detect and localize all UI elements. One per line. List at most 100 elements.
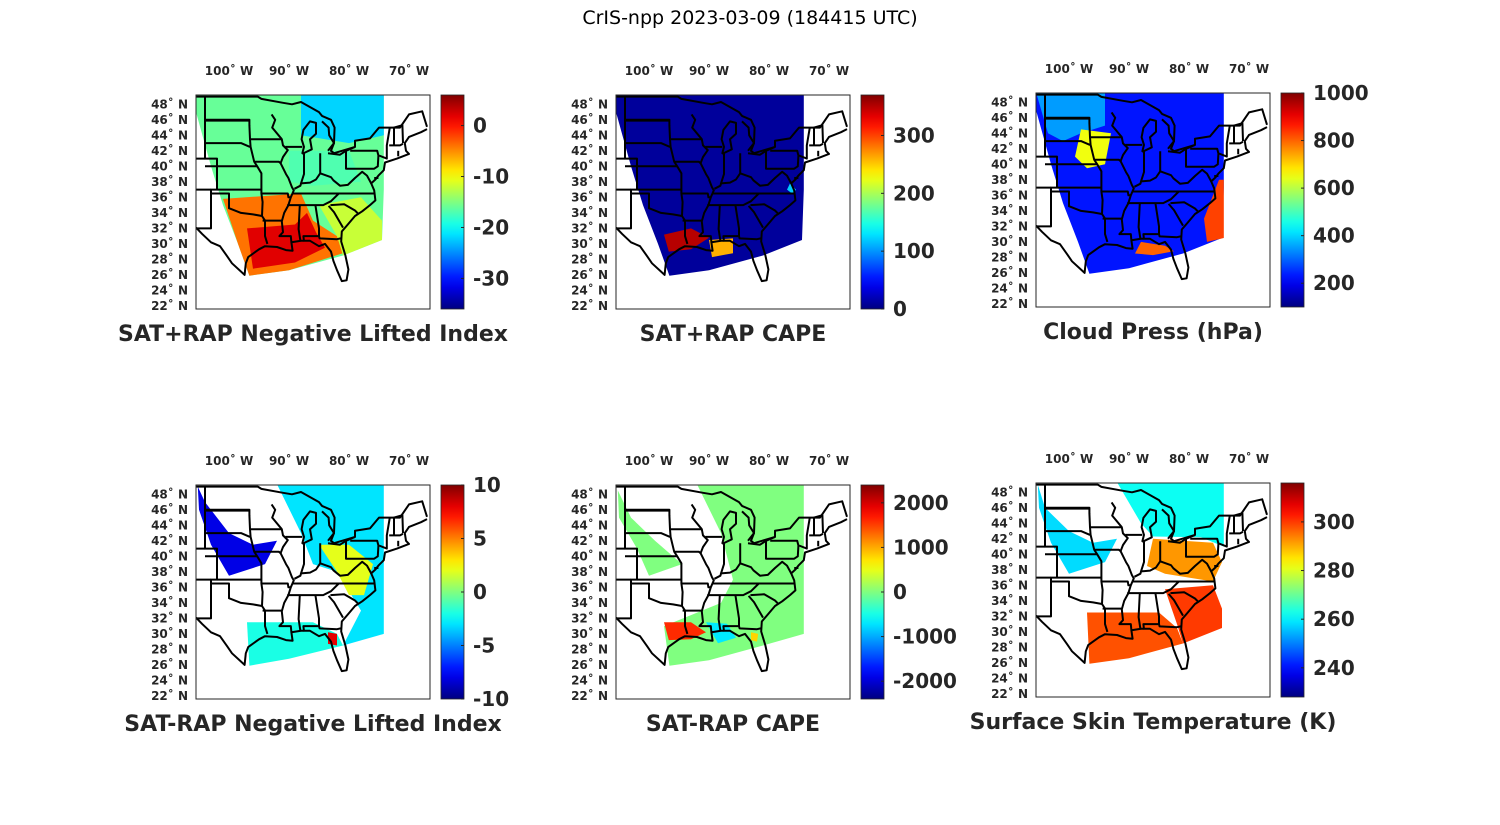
boundary-line	[1185, 147, 1220, 168]
boundary-line	[765, 539, 800, 560]
boundary-line	[720, 510, 737, 545]
boundary-line	[1110, 501, 1123, 528]
boundary-line	[1218, 125, 1231, 158]
boundary-line	[261, 582, 291, 589]
boundary-line	[681, 192, 711, 199]
boundary-line	[616, 193, 632, 230]
data-region-most-of-swath	[617, 490, 682, 576]
boundary-line	[747, 595, 764, 619]
colorbar-tick-label: 240	[1313, 656, 1355, 680]
boundary-line	[690, 113, 703, 140]
boundary-line	[300, 543, 322, 575]
lat-tick-label: 32˚ N	[151, 610, 188, 625]
panel-title: Surface Skin Temperature (K)	[970, 710, 1337, 735]
colorbar	[1280, 482, 1305, 698]
colorbar-tick-label: 300	[893, 123, 935, 147]
lat-tick-label: 44˚ N	[151, 127, 188, 142]
lat-tick-label: 26˚ N	[991, 265, 1028, 280]
lon-tick-label: 90˚ W	[269, 63, 309, 78]
lat-tick-label: 42˚ N	[571, 143, 608, 158]
lon-tick-label: 90˚ W	[689, 453, 729, 468]
lat-tick-label: 30˚ N	[571, 236, 608, 251]
lat-tick-label: 30˚ N	[991, 624, 1028, 639]
boundary-line	[1185, 537, 1220, 558]
colorbar-tick-label: 800	[1313, 129, 1355, 153]
map-panel-4: 100˚ W 90˚ W 80˚ W 70˚ W 48˚ N 46˚ N 44˚ N 42˚ …	[100, 450, 530, 780]
data-region-great-lakes-northeast	[277, 485, 384, 646]
colorbar	[440, 484, 465, 700]
lat-tick-label: 22˚ N	[151, 298, 188, 313]
colorbar-tick-label: 400	[1313, 224, 1355, 248]
colorbar-tick-label: -1000	[893, 625, 957, 649]
lon-tick-label: 80˚ W	[749, 63, 789, 78]
boundary-line	[378, 127, 391, 160]
boundary-line	[327, 535, 356, 546]
lat-tick-label: 32˚ N	[571, 610, 608, 625]
boundary-line	[297, 595, 302, 631]
boundary-line	[1170, 201, 1199, 213]
map-axes-frame	[1035, 482, 1271, 698]
boundary-line	[1044, 94, 1109, 243]
lat-tick-label: 40˚ N	[151, 158, 188, 173]
boundary-line	[319, 560, 373, 577]
boundary-line	[196, 583, 212, 620]
lat-tick-label: 24˚ N	[571, 282, 608, 297]
lat-tick-label: 46˚ N	[151, 112, 188, 127]
boundary-line	[318, 235, 341, 241]
lat-tick-label: 48˚ N	[991, 94, 1028, 109]
map-axes-frame	[615, 484, 851, 700]
boundary-line	[624, 486, 689, 635]
lat-tick-label: 34˚ N	[571, 205, 608, 220]
data-region-gulf-offshore	[1135, 241, 1174, 256]
colorbar-tick-label: 0	[893, 297, 907, 321]
boundary-line	[293, 543, 305, 580]
panel-title: SAT-RAP Negative Lifted Index	[124, 712, 501, 737]
boundary-line	[318, 625, 341, 631]
lat-tick-label: 24˚ N	[571, 672, 608, 687]
boundary-line	[750, 203, 779, 215]
panel-title: SAT-RAP CAPE	[646, 712, 820, 737]
boundary-line	[204, 486, 269, 635]
data-region-ohio-valley	[289, 150, 361, 186]
colorbar-tick-label: 1000	[1313, 81, 1369, 105]
boundary-line	[321, 120, 335, 152]
boundary-line	[1167, 203, 1184, 227]
boundary-line	[1161, 508, 1175, 540]
colorbar-tick-label: 280	[1313, 559, 1355, 583]
data-region-mississippi-alabama-coast	[706, 622, 736, 644]
lon-tick-label: 80˚ W	[1169, 61, 1209, 76]
lat-tick-label: 44˚ N	[571, 517, 608, 532]
map-svg: 100˚ W 90˚ W 80˚ W 70˚ W 48˚ N46˚ N44˚ N42˚ …	[571, 453, 957, 737]
lat-tick-label: 46˚ N	[571, 112, 608, 127]
boundary-line	[720, 543, 742, 575]
lat-tick-label: 24˚ N	[151, 282, 188, 297]
lat-tick-label: 28˚ N	[991, 639, 1028, 654]
boundary-line	[393, 514, 404, 536]
colorbar-tick-label: 200	[1313, 271, 1355, 295]
lat-tick-label: 36˚ N	[571, 579, 608, 594]
lat-tick-label: 38˚ N	[991, 562, 1028, 577]
lon-tick-label: 100˚ W	[1045, 451, 1093, 466]
colorbar	[860, 484, 885, 700]
colorbar-tick-label: 0	[473, 580, 487, 604]
boundary-line	[1036, 516, 1268, 671]
lat-tick-label: 28˚ N	[151, 641, 188, 656]
colorbar-tick-label: 0	[473, 114, 487, 138]
lat-tick-label: 48˚ N	[571, 96, 608, 111]
boundary-line	[297, 205, 302, 241]
lat-tick-label: 26˚ N	[151, 267, 188, 282]
data-region-plains-scattered	[197, 486, 277, 576]
boundary-line	[1218, 515, 1231, 548]
boundary-line	[616, 583, 632, 620]
lat-tick-label: 40˚ N	[991, 546, 1028, 561]
boundary-line	[327, 595, 344, 619]
boundary-line	[287, 192, 340, 207]
lat-tick-label: 24˚ N	[991, 280, 1028, 295]
colorbar-tick-label: 10	[473, 473, 501, 497]
lon-tick-label: 90˚ W	[1109, 61, 1149, 76]
boundary-line	[196, 193, 212, 230]
boundary-line	[327, 145, 356, 156]
boundary-line	[1045, 140, 1091, 146]
lat-tick-label: 30˚ N	[151, 626, 188, 641]
state-boundaries	[1036, 483, 1268, 671]
